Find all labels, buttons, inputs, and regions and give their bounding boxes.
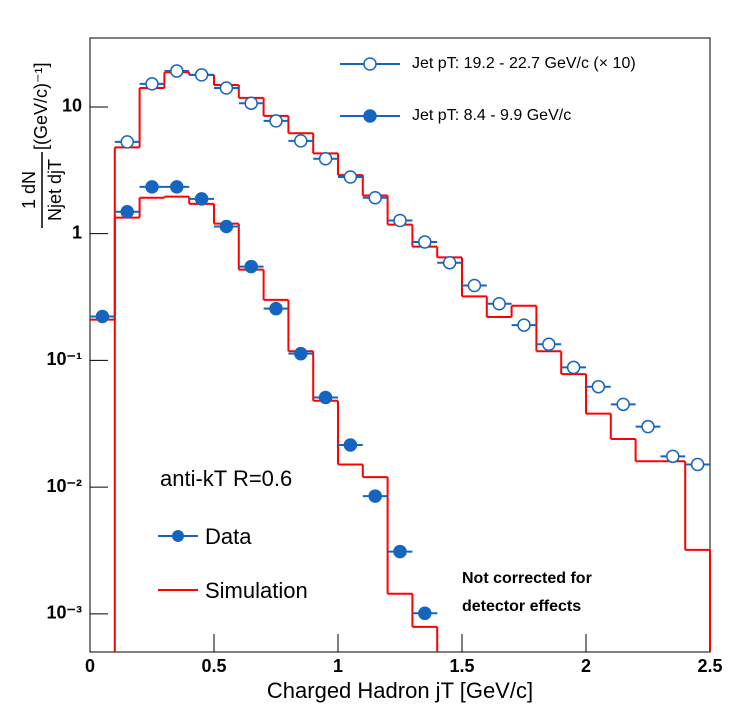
x-tick-label: 0.5: [201, 656, 226, 676]
data-point: [269, 114, 283, 128]
x-tick-label: 1: [333, 656, 343, 676]
data-point: [170, 180, 184, 194]
data-point: [442, 255, 457, 270]
data-point: [194, 68, 209, 82]
legend-label: Jet pT: 8.4 - 9.9 GeV/c: [412, 107, 571, 124]
x-tick-label: 2: [581, 656, 591, 676]
data-point: [566, 360, 581, 375]
data-point: [517, 318, 531, 332]
legend-label: Jet pT: 19.2 - 22.7 GeV/c (× 10): [412, 55, 636, 72]
data-point: [418, 235, 432, 249]
data-point: [393, 213, 407, 228]
x-axis-label: Charged Hadron jT [GeV/c]: [267, 678, 533, 703]
note: detector effects: [462, 598, 581, 615]
data-point: [467, 278, 482, 293]
note: Not corrected for: [462, 570, 592, 587]
data-point: [219, 219, 234, 234]
data-point: [269, 301, 283, 316]
y-axis-label: 1 dN Njet djT [(GeV/c)⁻¹]: [19, 62, 65, 228]
data-point: [492, 296, 506, 311]
y-label-numerator: 1 dN: [19, 171, 39, 209]
data-point: [368, 489, 382, 503]
plot-frame: [89, 37, 711, 653]
x-tick-label: 0: [85, 656, 95, 676]
annotation: anti-kT R=0.6: [160, 466, 292, 491]
data-point: [145, 180, 159, 194]
data-point: [641, 419, 655, 434]
data-point: [666, 449, 680, 464]
y-tick-label: 1: [72, 222, 82, 242]
x-tick-label: 1.5: [449, 656, 474, 676]
legend-marker: [172, 530, 184, 542]
data-point: [120, 204, 134, 219]
data-point: [145, 77, 159, 91]
y-tick-label: 10⁻³: [46, 603, 82, 623]
data-point: [120, 135, 134, 149]
data-point: [418, 606, 432, 621]
y-tick-label: 10⁻¹: [46, 349, 82, 369]
data-point: [318, 390, 333, 405]
data-point: [318, 152, 333, 166]
data-point: [294, 346, 308, 361]
data-point: [343, 438, 358, 452]
y-label-denominator: Njet djT: [45, 159, 65, 221]
data-point: [393, 544, 407, 559]
data-point: [542, 337, 556, 352]
data-point: [294, 134, 308, 148]
data-point: [368, 191, 382, 205]
legend-label: Simulation: [205, 578, 308, 603]
x-tick-label: 2.5: [697, 656, 722, 676]
legend-marker: [363, 109, 377, 123]
data-point: [591, 379, 606, 394]
y-label-unit: [(GeV/c)⁻¹]: [31, 62, 51, 150]
data-point: [616, 397, 630, 412]
data-point: [170, 64, 184, 78]
y-tick-label: 10: [62, 96, 82, 116]
data-point: [343, 170, 358, 184]
data-point: [244, 96, 258, 110]
data-point: [95, 309, 110, 324]
legend-label: Data: [205, 524, 252, 549]
data-point: [194, 192, 209, 206]
y-tick-label: 10⁻²: [46, 476, 82, 496]
data-point: [244, 259, 258, 274]
data-point: [219, 81, 234, 95]
legend-marker: [363, 57, 377, 71]
data-point: [690, 457, 705, 472]
